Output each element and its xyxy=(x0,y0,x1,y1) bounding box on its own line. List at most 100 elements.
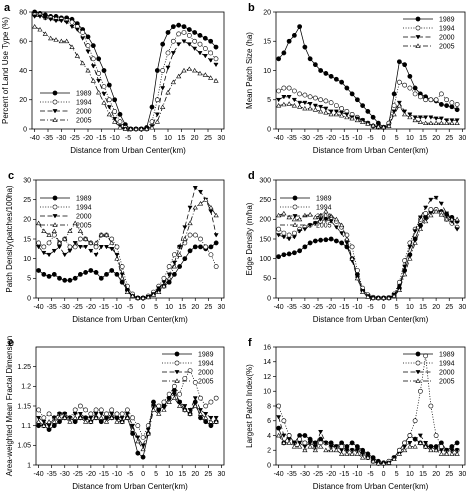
data-point xyxy=(213,212,219,218)
legend-marker xyxy=(292,195,298,201)
x-axis-label: Distance from Urban Center(km) xyxy=(313,315,429,324)
data-point xyxy=(428,447,434,453)
y-tick-label: 30 xyxy=(23,177,31,184)
data-point xyxy=(93,270,99,275)
data-point xyxy=(412,229,418,234)
data-point xyxy=(213,62,219,68)
x-tick-label: 15 xyxy=(419,471,427,478)
data-point xyxy=(328,213,334,219)
data-point xyxy=(407,441,413,446)
y-axis-label: Percent of Land Use Type (%) xyxy=(1,17,10,124)
y-tick-label: 100 xyxy=(259,256,271,263)
data-point xyxy=(98,407,104,413)
data-point xyxy=(396,451,402,456)
data-point xyxy=(412,418,418,424)
panel-letter: c xyxy=(8,170,14,182)
data-point xyxy=(333,109,339,114)
legend-label: 1989 xyxy=(198,352,214,359)
data-point xyxy=(307,240,313,246)
data-point xyxy=(133,126,139,131)
data-point xyxy=(349,440,355,446)
data-point xyxy=(203,419,209,425)
x-tick-label: 25 xyxy=(204,471,212,478)
data-point xyxy=(291,441,297,446)
data-point xyxy=(323,217,329,222)
legend-marker xyxy=(52,222,58,227)
data-point xyxy=(433,116,439,121)
x-tick-label: -10 xyxy=(352,304,362,311)
data-point xyxy=(96,56,102,62)
data-point xyxy=(106,111,112,117)
data-point xyxy=(281,85,287,91)
data-point xyxy=(88,415,94,421)
data-point xyxy=(360,455,366,460)
data-point xyxy=(297,229,303,234)
data-point xyxy=(276,415,282,420)
data-point xyxy=(177,400,183,405)
y-tick-label: 200 xyxy=(259,217,271,224)
data-point xyxy=(192,379,198,385)
data-point xyxy=(171,383,177,389)
data-point xyxy=(93,412,99,417)
panel-letter: d xyxy=(248,170,255,182)
data-point xyxy=(318,429,324,435)
data-point xyxy=(203,403,209,409)
data-point xyxy=(202,35,208,41)
data-point xyxy=(402,62,408,68)
data-point xyxy=(41,423,47,428)
data-point xyxy=(56,415,63,420)
data-point xyxy=(318,443,324,449)
y-tick-label: 12 xyxy=(263,374,271,381)
data-point xyxy=(449,216,455,222)
data-point xyxy=(291,250,297,256)
legend-label: 1989 xyxy=(76,196,92,203)
data-point xyxy=(93,415,99,420)
series-1994 xyxy=(276,353,460,466)
data-point xyxy=(112,97,118,103)
data-point xyxy=(101,100,107,105)
legend-label: 2005 xyxy=(439,44,455,51)
data-point xyxy=(307,94,313,100)
data-point xyxy=(98,232,104,237)
data-point xyxy=(417,215,423,220)
data-point xyxy=(62,277,68,283)
data-point xyxy=(339,231,345,236)
x-tick-label: -10 xyxy=(110,135,120,142)
legend-marker xyxy=(52,117,58,122)
data-point xyxy=(354,97,360,103)
data-point xyxy=(197,41,203,47)
data-point xyxy=(333,111,339,117)
y-axis-label: Area-weighted Mean Fractal Dimension xyxy=(5,336,14,477)
data-point xyxy=(145,430,151,436)
data-point xyxy=(156,286,162,291)
data-point xyxy=(302,447,308,453)
legend-label: 2000 xyxy=(76,109,92,116)
data-point xyxy=(176,73,182,79)
data-point xyxy=(161,407,167,412)
data-point xyxy=(333,216,339,222)
data-point xyxy=(51,248,57,254)
y-tick-label: 250 xyxy=(259,197,271,204)
data-point xyxy=(112,109,118,114)
x-tick-label: 15 xyxy=(419,304,427,311)
data-point xyxy=(396,103,402,108)
data-point xyxy=(85,67,91,73)
data-point xyxy=(208,419,214,424)
data-point xyxy=(112,119,118,124)
data-point xyxy=(41,250,47,256)
data-point xyxy=(328,219,334,224)
data-point xyxy=(339,240,345,246)
legend-marker xyxy=(292,214,298,219)
legend: 1989 1994 2000 2005 xyxy=(403,17,455,51)
data-point xyxy=(165,89,171,95)
data-point xyxy=(46,240,52,246)
data-point xyxy=(124,415,131,420)
data-point xyxy=(428,207,434,212)
data-point xyxy=(77,415,84,420)
legend-label: 2005 xyxy=(76,223,92,230)
data-point xyxy=(114,419,120,424)
y-tick-label: 0 xyxy=(267,462,271,469)
data-point xyxy=(77,236,83,242)
data-point xyxy=(281,95,287,100)
data-point xyxy=(281,101,287,107)
